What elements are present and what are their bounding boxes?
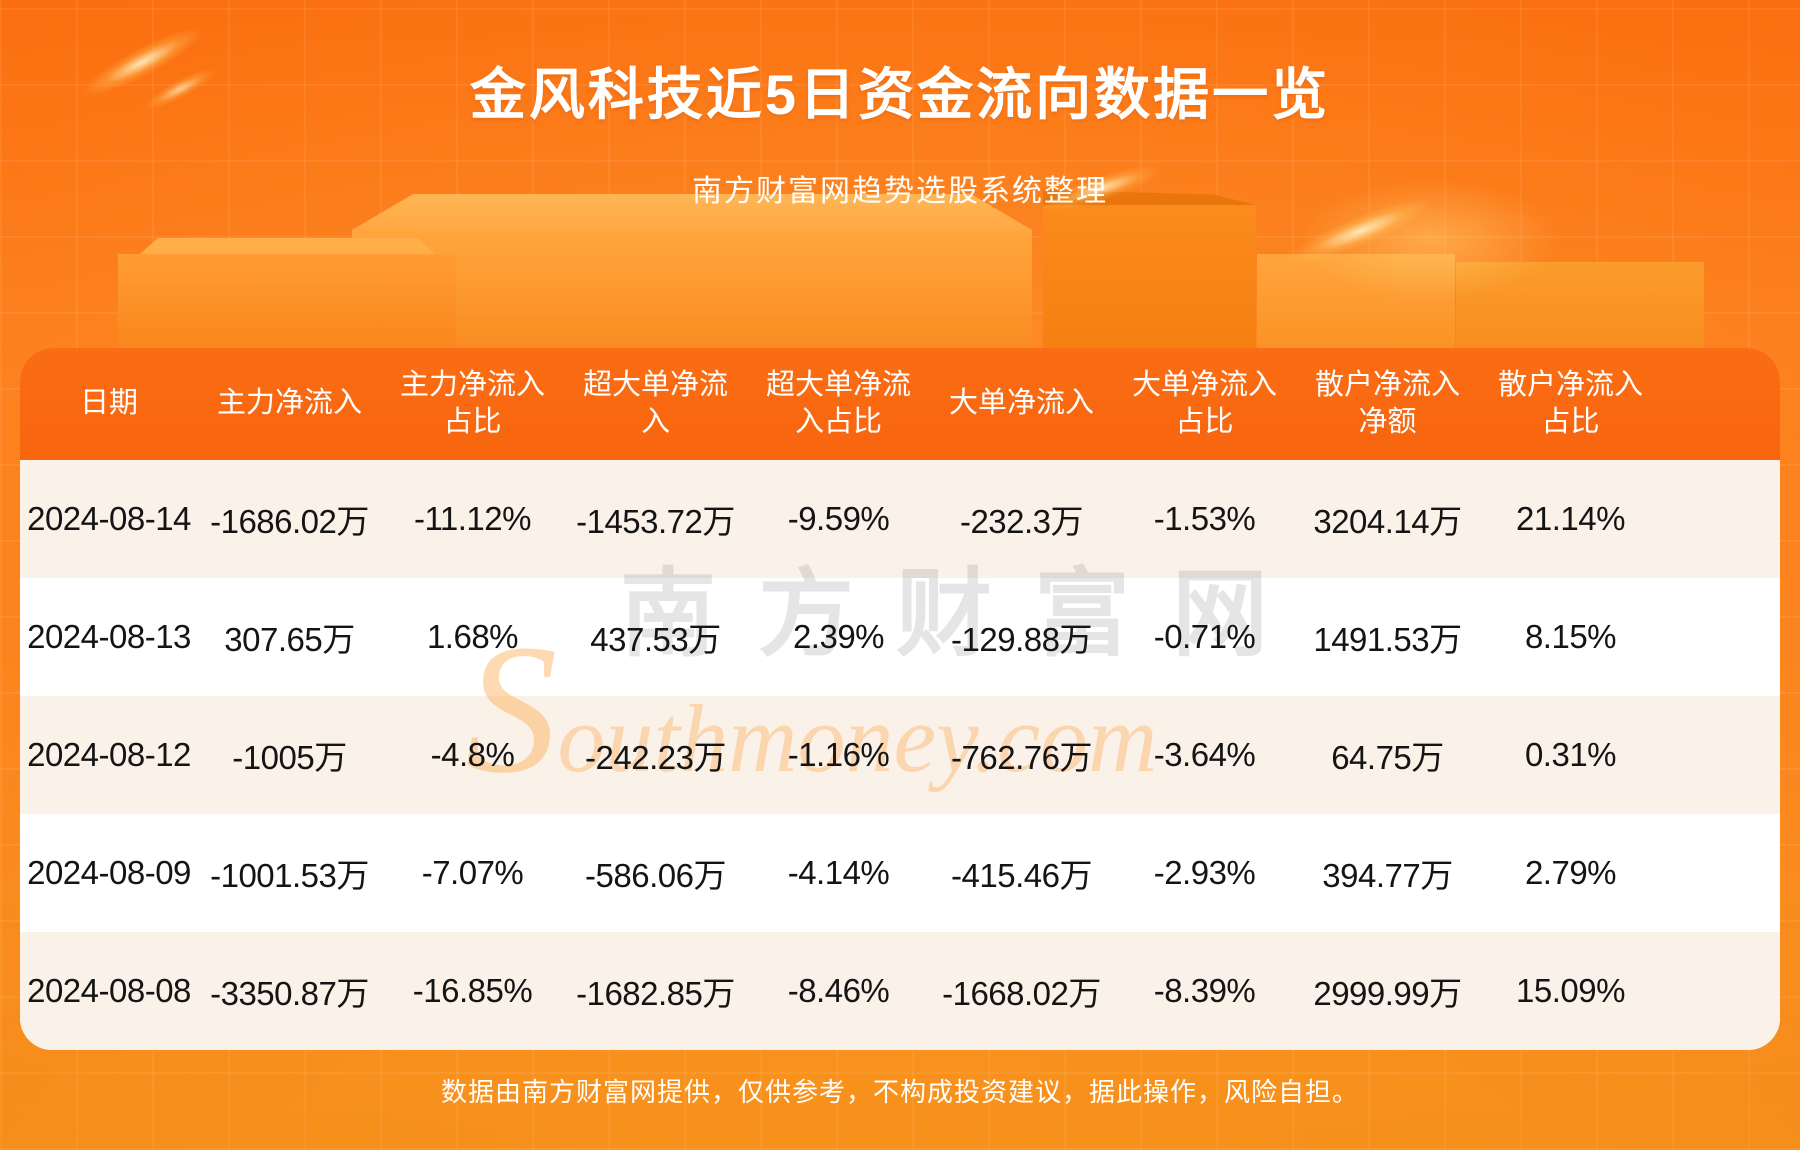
value-cell: 1491.53万 [1313, 621, 1462, 658]
value-cell: -762.76万 [951, 739, 1092, 776]
column-header: 大单净流入 [948, 387, 1094, 420]
podium-far-right-front-face [1456, 262, 1704, 348]
date-cell: 2024-08-13 [27, 618, 191, 655]
table-row: 2024-08-08 -3350.87万 -16.85% -1682.85万 -8.46… [20, 932, 1780, 1050]
column-header: 日期 [79, 387, 138, 420]
value-cell: -4.14% [787, 854, 890, 891]
value-cell: -3350.87万 [210, 975, 369, 1012]
value-cell: -1005万 [232, 739, 347, 776]
date-cell: 2024-08-12 [27, 736, 191, 773]
column-header: 散户净流入 占比 [1497, 368, 1643, 438]
value-cell: -232.3万 [959, 503, 1084, 540]
value-cell: 64.75万 [1331, 739, 1444, 776]
podium-right-tall-front-face [1043, 205, 1256, 348]
value-cell: 2.39% [792, 618, 885, 655]
podium-left-top-face [140, 238, 435, 254]
value-cell: -1.16% [787, 736, 890, 773]
column-header: 大单净流入 占比 [1131, 368, 1277, 438]
value-cell: -3.64% [1153, 736, 1256, 773]
value-cell: -0.71% [1153, 618, 1256, 655]
table-body: 2024-08-14 -1686.02万 -11.12% -1453.72万 -9.59… [20, 460, 1780, 1050]
value-cell: -1001.53万 [210, 857, 369, 894]
value-cell: -1686.02万 [210, 503, 369, 540]
value-cell: -8.46% [787, 972, 890, 1009]
table-row: 2024-08-13 307.65万 1.68% 437.53万 2.39% -129.8… [20, 578, 1780, 696]
value-cell: -16.85% [412, 972, 533, 1009]
value-cell: -8.39% [1153, 972, 1256, 1009]
footer-disclaimer: 数据由南方财富网提供，仅供参考，不构成投资建议，据此操作，风险自担。 [440, 1077, 1359, 1107]
value-cell: 0.31% [1524, 736, 1617, 773]
value-cell: -1.53% [1153, 500, 1256, 537]
data-table-card: 南方财富网 Southmoney.com 日期 主力净流入 主力净流入 占比 超大单净… [20, 348, 1780, 1050]
value-cell: 15.09% [1516, 972, 1625, 1009]
column-header: 主力净流入 占比 [399, 368, 545, 438]
value-cell: 307.65万 [224, 621, 355, 658]
value-cell: 2.79% [1524, 854, 1617, 891]
podium-center-front-face [352, 230, 1032, 348]
page-title: 金风科技近5日资金流向数据一览 [469, 63, 1331, 126]
value-cell: 2999.99万 [1313, 975, 1462, 1012]
date-cell: 2024-08-08 [27, 972, 191, 1009]
value-cell: 437.53万 [590, 621, 721, 658]
value-cell: -242.23万 [585, 739, 726, 776]
value-cell: 3204.14万 [1313, 503, 1462, 540]
table-row: 2024-08-12 -1005万 -4.8% -242.23万 -1.16% -762.… [20, 696, 1780, 814]
column-header: 超大单净流 入占比 [765, 368, 911, 438]
value-cell: -1668.02万 [942, 975, 1101, 1012]
value-cell: -1682.85万 [576, 975, 735, 1012]
value-cell: -4.8% [430, 736, 515, 773]
value-cell: -129.88万 [951, 621, 1092, 658]
column-header: 散户净流入 净额 [1314, 368, 1460, 438]
value-cell: 394.77万 [1322, 857, 1453, 894]
page-subtitle: 南方财富网趋势选股系统整理 [692, 175, 1108, 208]
column-header: 超大单净流 入 [582, 368, 728, 438]
value-cell: -586.06万 [585, 857, 726, 894]
table-header-row: 日期 主力净流入 主力净流入 占比 超大单净流 入超大单净流 入占比 大单净流入 大单净流… [20, 348, 1780, 460]
value-cell: 21.14% [1516, 500, 1625, 537]
podium-right-front-face [1257, 254, 1455, 348]
table-row: 2024-08-14 -1686.02万 -11.12% -1453.72万 -9.59… [20, 460, 1780, 578]
value-cell: -11.12% [414, 500, 531, 537]
column-header: 主力净流入 [216, 387, 362, 420]
table-row: 2024-08-09 -1001.53万 -7.07% -586.06万 -4.14% -… [20, 814, 1780, 932]
value-cell: 8.15% [1524, 618, 1617, 655]
value-cell: -2.93% [1153, 854, 1256, 891]
value-cell: -9.59% [787, 500, 890, 537]
value-cell: -7.07% [421, 854, 524, 891]
podium-left-front-face [118, 254, 456, 348]
value-cell: 1.68% [426, 618, 519, 655]
value-cell: -415.46万 [951, 857, 1092, 894]
date-cell: 2024-08-09 [27, 854, 191, 891]
date-cell: 2024-08-14 [27, 500, 191, 537]
value-cell: -1453.72万 [576, 503, 735, 540]
